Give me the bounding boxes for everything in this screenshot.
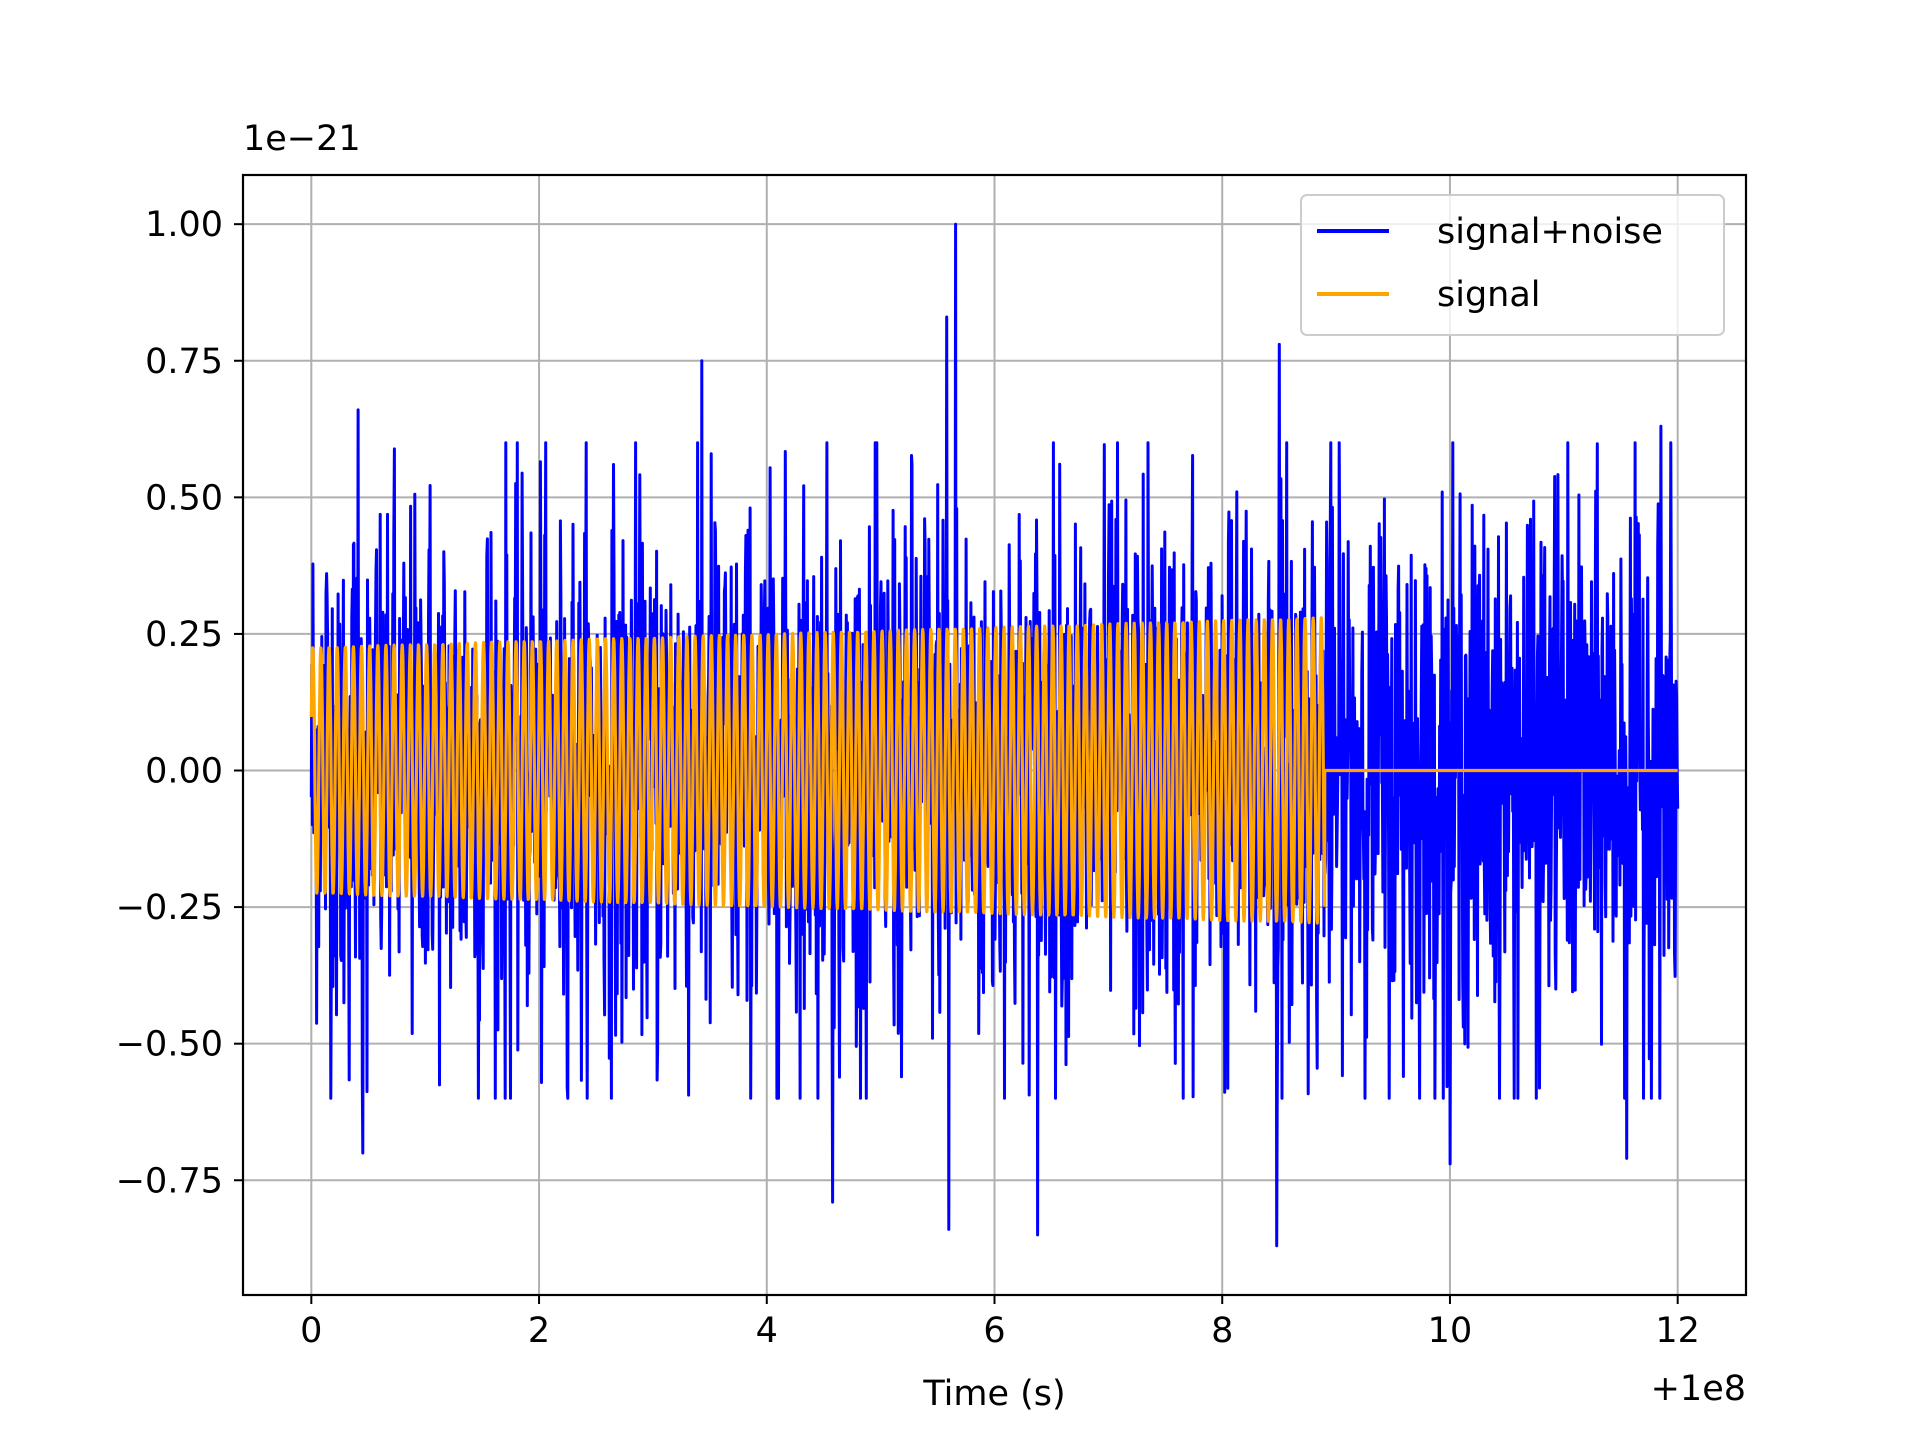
y-axis-scale-label: 1e−21 (243, 119, 361, 159)
y-tick-label-1: −0.50 (116, 1025, 223, 1065)
y-tick-label-6: 0.75 (145, 342, 223, 382)
y-tick-label-7: 1.00 (145, 205, 223, 245)
x-axis-label: Time (s) (922, 1374, 1065, 1414)
plot-area (309, 222, 1680, 1248)
y-tick-label-5: 0.50 (145, 478, 223, 518)
legend: signal+noise signal (1300, 194, 1725, 336)
x-tick-label-5: 10 (1428, 1311, 1473, 1351)
legend-label-1: signal (1437, 275, 1541, 315)
y-tick-label-4: 0.25 (145, 615, 223, 655)
axis-ticks: 0 2 4 6 8 10 12 −0.75 −0.50 −0.25 0.00 0.25 0.50 0.75… (116, 205, 1700, 1351)
y-tick-label-0: −0.75 (116, 1161, 223, 1201)
series-line-signal (309, 616, 1678, 925)
y-tick-label-3: 0.00 (145, 752, 223, 792)
x-axis-offset-label: +1e8 (1651, 1369, 1746, 1409)
x-tick-label-0: 0 (300, 1311, 322, 1351)
x-tick-label-2: 4 (756, 1311, 778, 1351)
x-tick-label-4: 8 (1211, 1311, 1233, 1351)
legend-label-0: signal+noise (1437, 212, 1663, 252)
x-tick-label-6: 12 (1655, 1311, 1700, 1351)
y-tick-label-2: −0.25 (116, 888, 223, 928)
x-tick-label-1: 2 (528, 1311, 550, 1351)
legend-box (1300, 194, 1725, 336)
x-tick-label-3: 6 (983, 1311, 1005, 1351)
